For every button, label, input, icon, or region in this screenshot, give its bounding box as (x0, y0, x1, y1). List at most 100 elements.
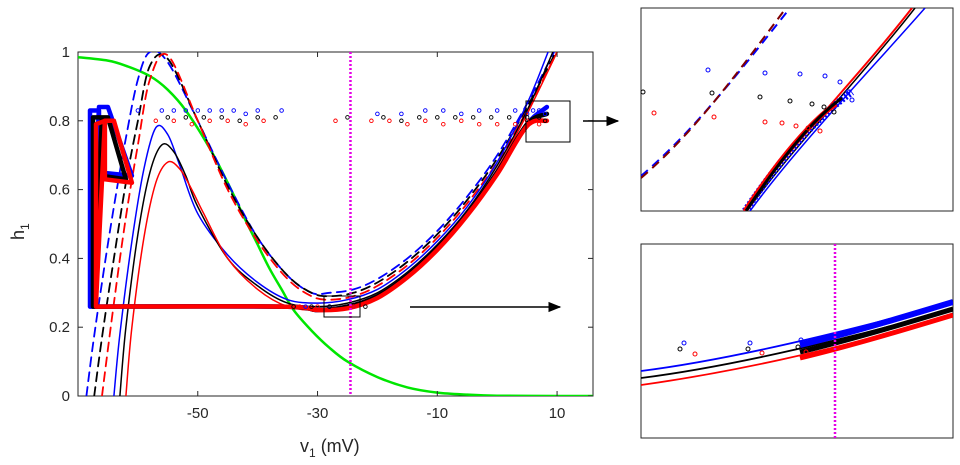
x-axis-label: v1 (mV) (300, 436, 360, 460)
marker-blue-8 (243, 111, 248, 117)
marker-red-7 (279, 304, 284, 309)
marker-red-11 (351, 304, 356, 309)
marker-black-18 (488, 115, 494, 120)
marker-black-14 (417, 115, 422, 120)
inset-marker (692, 351, 698, 357)
marker-red-18 (476, 121, 482, 127)
marker-blue-15 (399, 111, 404, 117)
inset-marker (809, 101, 815, 107)
marker-red-1 (171, 118, 177, 124)
inset-upper (640, 7, 954, 212)
marker-black-0 (165, 115, 171, 120)
marker-blue-23 (530, 108, 536, 113)
marker-red-13 (387, 118, 392, 124)
y-tick-label: 0.6 (49, 182, 70, 199)
marker-black-16 (453, 115, 458, 120)
marker-blue-4 (195, 108, 201, 113)
inset-marker (822, 73, 828, 79)
inset-marker (759, 350, 765, 356)
y-tick-label: 0 (62, 388, 70, 405)
marker-blue-14 (375, 111, 380, 117)
inset-marker (762, 70, 768, 76)
marker-blue-18 (459, 111, 464, 117)
marker-black-19 (506, 115, 512, 120)
series-red-dashed-3 (101, 52, 558, 396)
inset-marker (779, 120, 785, 126)
marker-black-6 (273, 115, 278, 120)
marker-red-19 (494, 121, 500, 127)
marker-red-5 (243, 121, 248, 127)
zoom-box-upper (525, 100, 571, 143)
chart-markers (135, 108, 548, 309)
y-tick-label: 1 (62, 44, 70, 61)
marker-blue-1 (159, 108, 165, 113)
inset-marker (845, 89, 851, 95)
marker-black-13 (399, 118, 404, 124)
inset-marker (757, 94, 763, 100)
inset-marker (798, 337, 804, 343)
inset-marker (747, 340, 753, 346)
marker-black-15 (435, 115, 440, 120)
marker-blue-3 (183, 108, 189, 113)
chart-curves (78, 52, 593, 396)
marker-black-11 (363, 304, 368, 309)
inset-marker (640, 89, 646, 95)
marker-red-15 (423, 118, 428, 124)
marker-black-5 (255, 115, 260, 120)
inset-lower-thick-blue (799, 299, 953, 348)
inset-marker (831, 109, 837, 115)
inset-marker (803, 349, 809, 355)
series-green-solid-0 (78, 55, 593, 396)
marker-black-22 (542, 118, 548, 124)
marker-black-2 (201, 115, 207, 120)
marker-red-22 (536, 121, 542, 127)
inset-marker (745, 346, 751, 352)
marker-red-10 (333, 118, 338, 124)
inset-marker (651, 110, 657, 116)
series-blue-solid-4 (113, 52, 549, 396)
x-tick-label: -50 (187, 405, 209, 422)
inset-marker (795, 344, 801, 350)
y-tick-label: 0.8 (49, 113, 70, 130)
marker-red-4 (225, 118, 230, 124)
inset-upper-dashed-darkred (641, 8, 787, 179)
marker-red-8 (297, 304, 302, 309)
x-tick-label: -10 (426, 405, 448, 422)
marker-black-9 (327, 304, 332, 309)
marker-blue-9 (255, 108, 260, 113)
marker-blue-0 (135, 108, 141, 113)
inset-marker (821, 104, 827, 110)
inset-marker (797, 71, 803, 77)
series-black-dashed-2 (93, 52, 557, 396)
marker-red-0 (153, 118, 159, 124)
marker-red-17 (459, 118, 464, 124)
marker-blue-7 (231, 108, 236, 113)
inset-marker (709, 90, 715, 96)
inset-marker (681, 340, 687, 346)
inset-marker (762, 119, 768, 125)
marker-blue-19 (476, 108, 482, 113)
marker-black-17 (470, 115, 476, 120)
inset-upper-markers (640, 67, 855, 134)
inset-lower-thick-red (799, 312, 953, 361)
marker-black-8 (309, 304, 314, 309)
marker-blue-21 (512, 108, 518, 113)
inset-marker (787, 98, 793, 104)
marker-blue-25 (542, 111, 548, 117)
marker-blue-11 (303, 304, 308, 309)
marker-blue-24 (536, 108, 542, 113)
y-axis-label: h1 (8, 223, 32, 240)
inset-marker (793, 123, 799, 129)
marker-red-21 (524, 118, 530, 124)
marker-black-7 (291, 304, 296, 309)
zoom-box-lower (323, 295, 361, 318)
marker-blue-5 (207, 108, 212, 113)
marker-red-6 (261, 118, 266, 124)
inset-marker (817, 128, 823, 134)
marker-red-20 (512, 121, 518, 127)
marker-blue-10 (279, 108, 284, 113)
inset-lower-markers (677, 337, 809, 357)
inset-lower-thick-black (799, 306, 953, 355)
x-tick-label: 10 (549, 405, 566, 422)
